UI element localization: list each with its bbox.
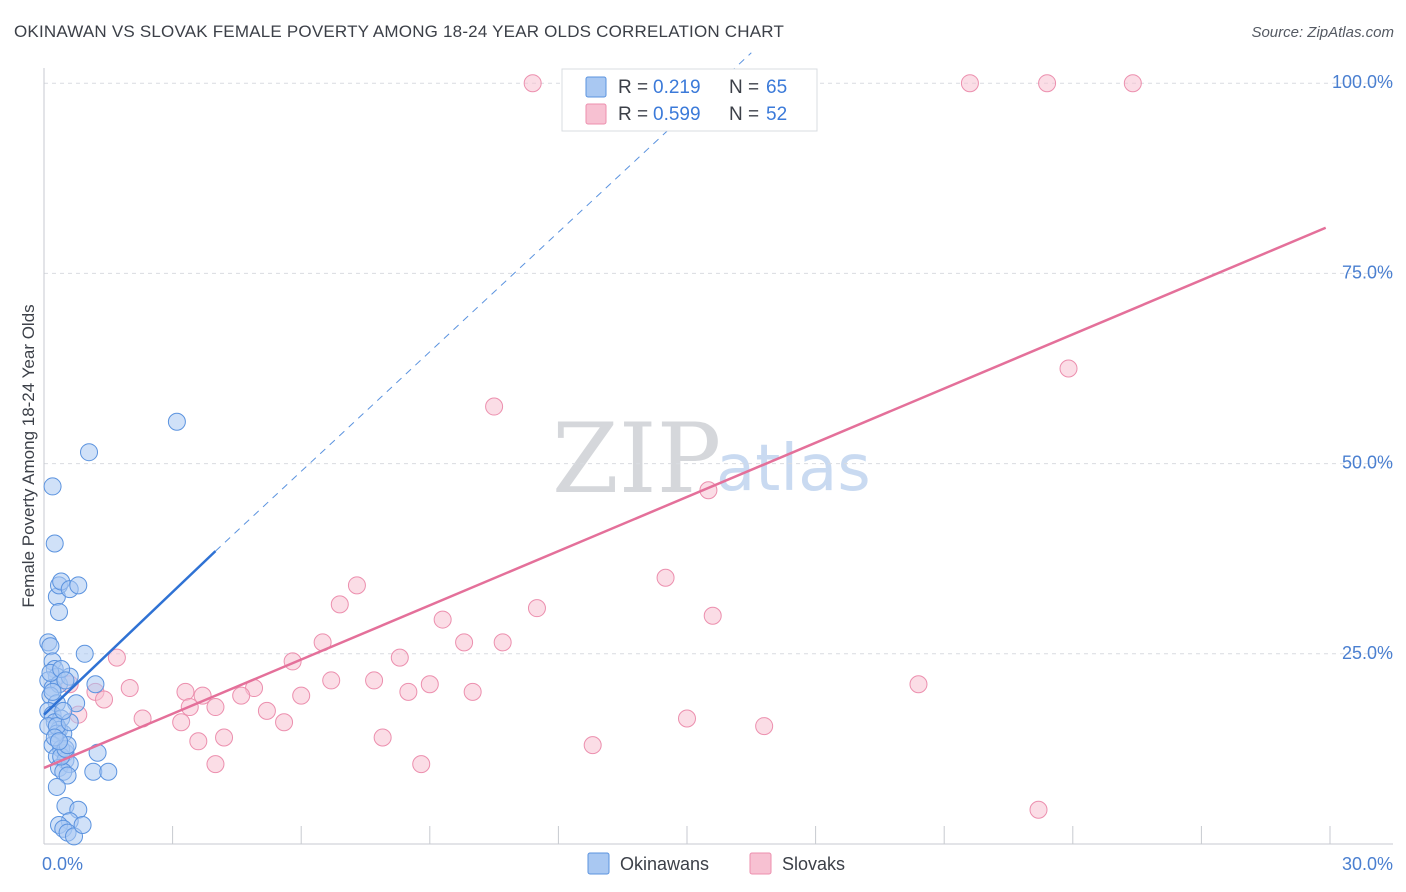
slovak-point bbox=[390, 648, 409, 667]
slovak-point bbox=[206, 755, 225, 774]
slovak-point bbox=[1038, 74, 1057, 93]
correlation-legend: R = 0.219 N = 65 R = 0.599 N = 52 bbox=[561, 68, 818, 132]
legend-slovak-swatch bbox=[585, 103, 607, 125]
okinawan-point bbox=[80, 443, 99, 462]
trend-lines bbox=[43, 52, 1327, 770]
slovak-point bbox=[399, 682, 418, 701]
slovak-point bbox=[909, 675, 928, 694]
legend-okinawan-r-value: 0.219 bbox=[653, 77, 701, 98]
slovak-point bbox=[292, 686, 311, 705]
slovak-point bbox=[206, 698, 225, 717]
okinawan-point bbox=[45, 534, 64, 553]
bottom-legend-slovak-swatch bbox=[749, 852, 772, 875]
okinawan-points bbox=[39, 412, 186, 846]
slovak-point bbox=[107, 648, 126, 667]
okinawan-point bbox=[75, 644, 94, 663]
bottom-legend-okinawan-swatch bbox=[587, 852, 610, 875]
legend-okinawan-r-label: R = bbox=[618, 77, 648, 98]
slovak-point bbox=[656, 568, 675, 587]
slovak-point bbox=[527, 599, 546, 618]
okinawan-point bbox=[50, 732, 69, 751]
okinawan-point bbox=[41, 637, 60, 656]
y-tick-label: 100.0% bbox=[1332, 72, 1393, 92]
okinawan-point bbox=[99, 762, 118, 781]
slovak-point bbox=[493, 633, 512, 652]
slovak-point bbox=[1059, 359, 1078, 378]
legend-okinawan-n-value: 65 bbox=[766, 77, 787, 98]
okinawan-point bbox=[43, 477, 62, 496]
slovak-point bbox=[455, 633, 474, 652]
slovak-point bbox=[433, 610, 452, 629]
slovak-point bbox=[95, 690, 114, 709]
okinawan-point bbox=[167, 412, 186, 431]
slovak-point bbox=[420, 675, 439, 694]
slovak-point bbox=[347, 576, 366, 595]
source-label: Source: ZipAtlas.com bbox=[1251, 24, 1394, 41]
slovak-trend-line bbox=[43, 226, 1327, 770]
legend-okinawan-swatch bbox=[585, 76, 607, 98]
okinawan-point bbox=[50, 602, 69, 621]
slovak-point bbox=[257, 701, 276, 720]
okinawan-point bbox=[47, 777, 66, 796]
y-tick-label: 25.0% bbox=[1342, 643, 1393, 663]
series-legend: Okinawans Slovaks bbox=[587, 852, 845, 875]
bottom-legend-okinawan-label: Okinawans bbox=[620, 854, 709, 874]
legend-okinawan-n-label: N = bbox=[729, 77, 759, 98]
y-axis-label: Female Poverty Among 18-24 Year Olds bbox=[19, 304, 38, 607]
okinawan-point bbox=[84, 762, 103, 781]
okinawan-trend-extension bbox=[215, 52, 752, 552]
slovak-point bbox=[189, 732, 208, 751]
y-tick-labels: 25.0% 50.0% 75.0% 100.0% bbox=[1332, 72, 1393, 663]
x-tick-max: 30.0% bbox=[1342, 854, 1393, 874]
slovak-point bbox=[330, 595, 349, 614]
watermark-zip: ZIP bbox=[552, 403, 721, 515]
slovak-point bbox=[365, 671, 384, 690]
slovak-point bbox=[322, 671, 341, 690]
slovak-point bbox=[275, 713, 294, 732]
okinawan-point bbox=[58, 766, 77, 785]
okinawan-point bbox=[54, 701, 73, 720]
slovak-point bbox=[678, 709, 696, 728]
okinawan-point bbox=[69, 576, 88, 595]
slovak-point bbox=[373, 728, 392, 747]
y-tick-label: 75.0% bbox=[1342, 262, 1393, 282]
okinawan-point bbox=[56, 671, 75, 690]
legend-slovak-r-label: R = bbox=[618, 104, 648, 125]
legend-slovak-n-value: 52 bbox=[766, 104, 787, 125]
slovak-point bbox=[485, 397, 504, 416]
okinawan-point bbox=[43, 682, 62, 701]
slovak-point bbox=[412, 755, 431, 774]
okinawan-point bbox=[86, 675, 105, 694]
bottom-legend-slovak-label: Slovaks bbox=[782, 854, 845, 874]
slovak-point bbox=[463, 682, 482, 701]
slovak-point bbox=[583, 736, 602, 755]
slovak-point bbox=[703, 606, 722, 625]
slovak-point bbox=[755, 717, 774, 736]
slovak-point bbox=[1029, 800, 1048, 819]
x-tick-min: 0.0% bbox=[42, 854, 83, 874]
slovak-point bbox=[176, 682, 195, 701]
okinawan-point bbox=[73, 815, 92, 834]
x-tick-labels: 0.0% 30.0% bbox=[42, 854, 1393, 874]
slovak-point bbox=[172, 713, 191, 732]
slovak-point bbox=[523, 74, 542, 93]
slovak-point bbox=[232, 686, 251, 705]
slovak-point bbox=[215, 728, 234, 747]
chart-title: OKINAWAN VS SLOVAK FEMALE POVERTY AMONG … bbox=[14, 22, 785, 41]
watermark-atlas: atlas bbox=[716, 432, 871, 506]
slovak-point bbox=[960, 74, 979, 93]
okinawan-trend-line bbox=[43, 550, 217, 716]
slovak-point bbox=[1123, 74, 1142, 93]
legend-slovak-r-value: 0.599 bbox=[653, 104, 701, 125]
gridlines bbox=[44, 82, 1393, 655]
legend-slovak-n-label: N = bbox=[729, 104, 759, 125]
y-tick-label: 50.0% bbox=[1342, 453, 1393, 473]
watermark: ZIP atlas bbox=[552, 403, 871, 515]
slovak-point bbox=[120, 679, 139, 698]
